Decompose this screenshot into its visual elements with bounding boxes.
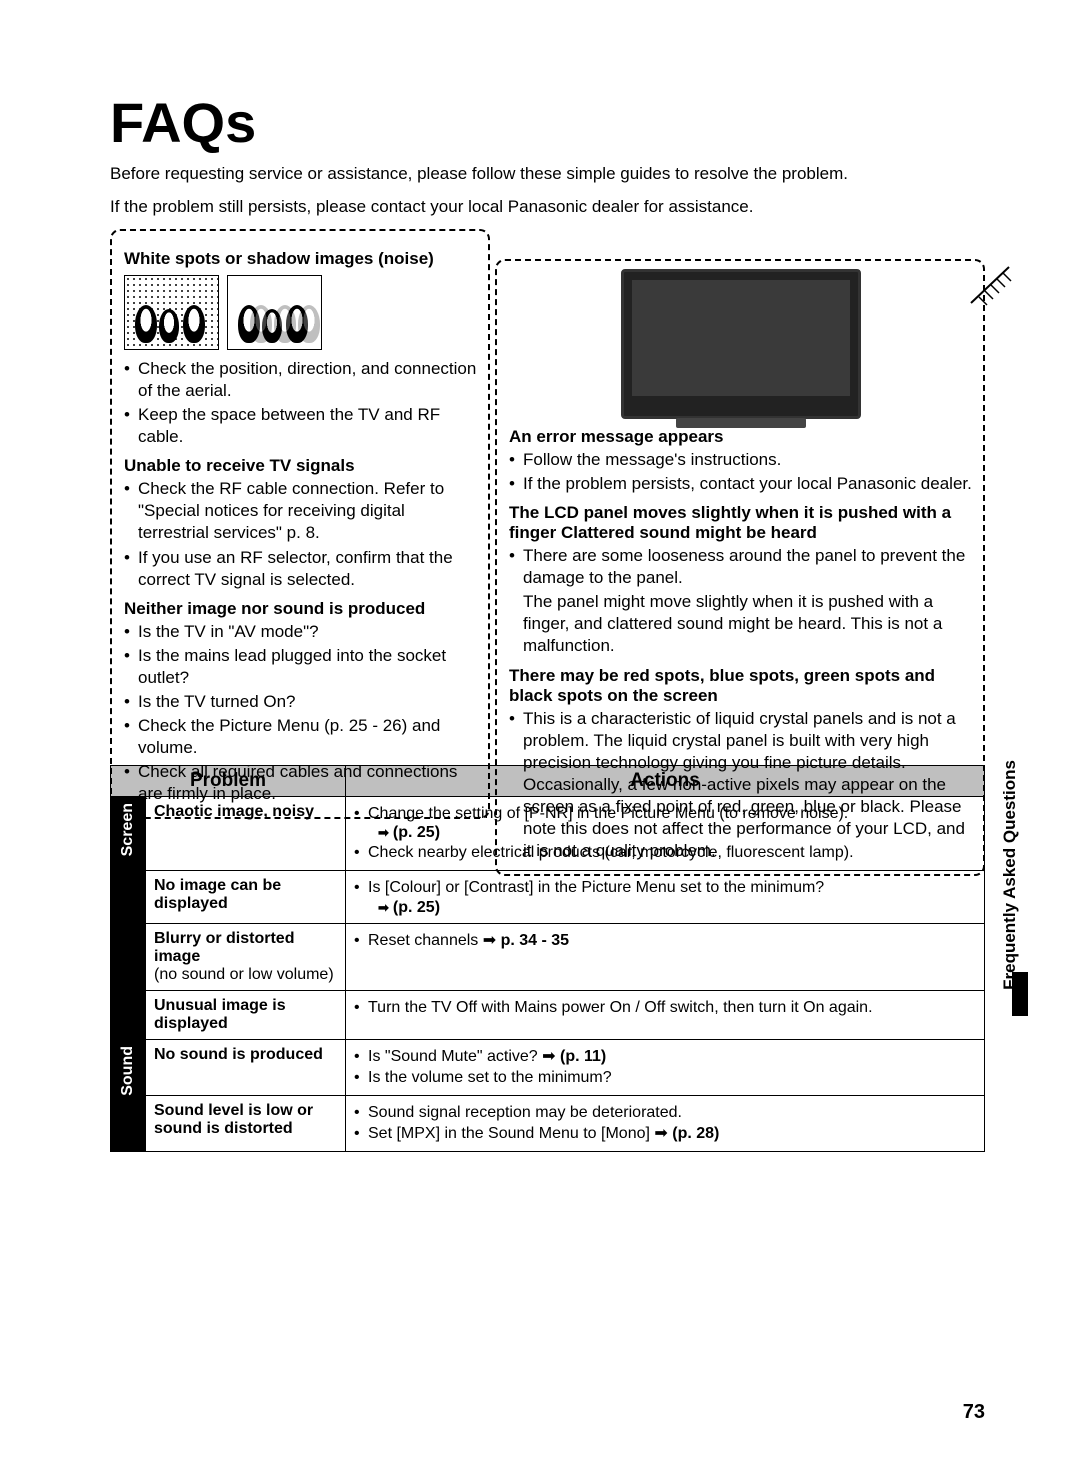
- left-b9: Check all required cables and connection…: [124, 761, 478, 805]
- r5-a2: Is the volume set to the minimum?: [354, 1067, 976, 1089]
- side-tab-label: Frequently Asked Questions: [1000, 760, 1020, 990]
- faq-table: Problem Actions Screen Chaotic image, no…: [110, 765, 985, 1152]
- intro-line-1: Before requesting service or assistance,…: [110, 163, 985, 186]
- table-row: Sound level is low or sound is distorted…: [111, 1095, 985, 1151]
- right-b2: If the problem persists, contact your lo…: [509, 473, 973, 495]
- left-b4: If you use an RF selector, confirm that …: [124, 547, 478, 591]
- r2-problem: No image can be displayed: [154, 877, 281, 912]
- left-h1: White spots or shadow images (noise): [124, 249, 478, 269]
- antenna-icon: [961, 253, 1031, 313]
- r6-problem: Sound level is low or sound is distorted: [154, 1102, 313, 1137]
- left-b6: Is the mains lead plugged into the socke…: [124, 645, 478, 689]
- r5-problem: No sound is produced: [154, 1046, 323, 1063]
- left-h3: Neither image nor sound is produced: [124, 599, 478, 619]
- side-index-tab: [1012, 972, 1028, 1016]
- right-t3a: The panel might move slightly when it is…: [509, 591, 973, 657]
- r2-a1: Is [Colour] or [Contrast] in the Picture…: [354, 877, 976, 899]
- intro-line-2: If the problem still persists, please co…: [110, 196, 985, 219]
- category-sound: Sound: [111, 1039, 146, 1151]
- page-title: FAQs: [110, 90, 985, 155]
- r6-a1: Sound signal reception may be deteriorat…: [354, 1102, 976, 1124]
- left-b5: Is the TV in "AV mode"?: [124, 621, 478, 643]
- r3-problem-sub: (no sound or low volume): [154, 966, 334, 983]
- noise-image-2: [227, 275, 322, 350]
- category-screen: Screen: [111, 796, 146, 1039]
- left-dashed-box: White spots or shadow images (noise) Che…: [110, 229, 490, 820]
- right-dashed-box: An error message appears Follow the mess…: [495, 259, 985, 876]
- r1-a3: Check nearby electrical products (car, m…: [354, 842, 976, 864]
- dashed-region: White spots or shadow images (noise) Che…: [110, 229, 985, 749]
- left-h2: Unable to receive TV signals: [124, 456, 478, 476]
- noise-image-set: [124, 275, 478, 350]
- left-b2: Keep the space between the TV and RF cab…: [124, 404, 478, 448]
- table-row: No image can be displayed Is [Colour] or…: [111, 871, 985, 924]
- r6-a2: Set [MPX] in the Sound Menu to [Mono] ➡ …: [354, 1123, 976, 1145]
- page-number: 73: [963, 1401, 985, 1424]
- r5-a1: Is "Sound Mute" active? ➡ (p. 11): [354, 1046, 976, 1068]
- left-b3: Check the RF cable connection. Refer to …: [124, 478, 478, 544]
- r4-a1: Turn the TV Off with Mains power On / Of…: [354, 997, 976, 1019]
- left-b7: Is the TV turned On?: [124, 691, 478, 713]
- table-row: Sound No sound is produced Is "Sound Mut…: [111, 1039, 985, 1095]
- left-b8: Check the Picture Menu (p. 25 - 26) and …: [124, 715, 478, 759]
- right-b1: Follow the message's instructions.: [509, 449, 973, 471]
- right-h3: There may be red spots, blue spots, gree…: [509, 666, 973, 706]
- right-b3: There are some looseness around the pane…: [509, 545, 973, 589]
- table-row: Blurry or distorted image (no sound or l…: [111, 923, 985, 990]
- right-h1: An error message appears: [509, 427, 973, 447]
- r1-a1: Change the setting of [P-NR] in the Pict…: [354, 803, 976, 825]
- right-h2: The LCD panel moves slightly when it is …: [509, 503, 973, 543]
- r2-a2: (p. 25): [354, 899, 976, 917]
- r4-problem: Unusual image is displayed: [154, 997, 286, 1032]
- r3-problem: Blurry or distorted image: [154, 930, 294, 965]
- r3-a1: Reset channels ➡ p. 34 - 35: [354, 930, 976, 952]
- noise-image-1: [124, 275, 219, 350]
- right-b4: This is a characteristic of liquid cryst…: [509, 708, 973, 863]
- left-b1: Check the position, direction, and conne…: [124, 358, 478, 402]
- table-row: Unusual image is displayed Turn the TV O…: [111, 990, 985, 1039]
- tv-illustration: [621, 269, 861, 419]
